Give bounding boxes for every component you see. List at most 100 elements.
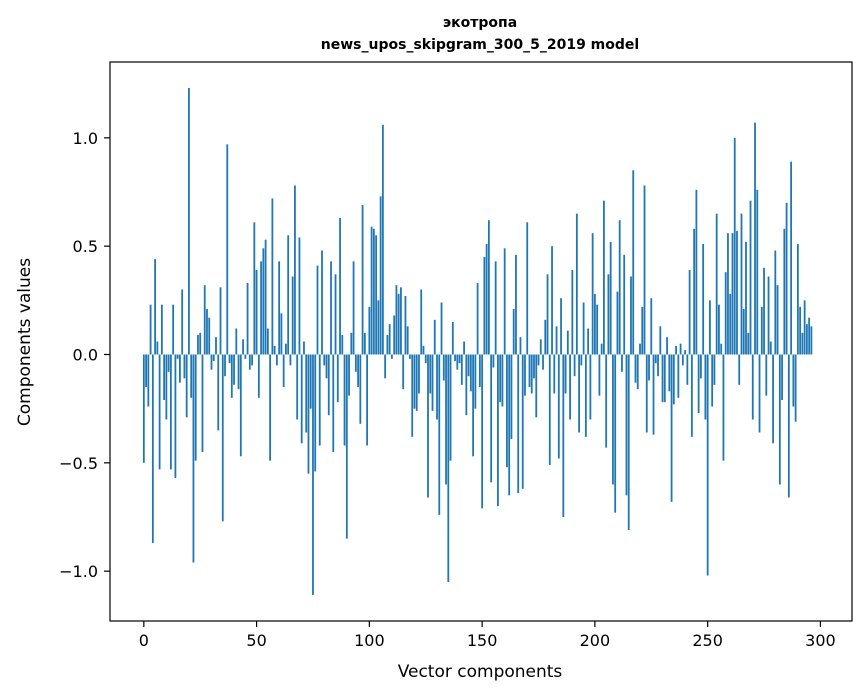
bar (485, 244, 488, 355)
bar (285, 343, 287, 355)
bar (174, 354, 177, 478)
bar (228, 354, 231, 364)
bar (422, 345, 425, 355)
bar (643, 185, 646, 355)
bar (776, 285, 779, 355)
bar (799, 306, 802, 355)
bar (765, 354, 768, 396)
bar (623, 254, 626, 355)
x-axis-label: Vector components (398, 662, 563, 682)
bar (690, 354, 693, 437)
bar (603, 200, 605, 355)
bar (785, 202, 788, 355)
chart-title: экотропа (443, 15, 517, 31)
bar (648, 354, 650, 381)
bar (481, 354, 484, 509)
bar (440, 302, 443, 355)
bar (363, 332, 366, 355)
bar (253, 222, 256, 355)
bar (499, 354, 502, 403)
bar (294, 185, 296, 355)
bar (289, 354, 292, 366)
bar (740, 213, 743, 355)
bar (566, 330, 569, 355)
bar (709, 300, 711, 355)
bar (805, 324, 808, 355)
bar (769, 341, 772, 355)
bar (158, 354, 161, 470)
bar (695, 189, 698, 355)
bar (368, 306, 371, 355)
bar (562, 354, 565, 517)
bar (264, 239, 267, 355)
bar (618, 220, 621, 355)
bar (381, 124, 384, 355)
bar (517, 354, 520, 494)
x-tick-label: 0 (139, 631, 149, 650)
bar (278, 261, 281, 355)
bar (312, 354, 314, 595)
bar (336, 354, 339, 403)
bar (391, 354, 393, 359)
bar (181, 289, 184, 355)
chart-subtitle: news_upos_skipgram_300_5_2019 model (321, 37, 639, 53)
bar (722, 354, 725, 461)
bar (463, 341, 465, 355)
bar (699, 354, 702, 379)
bar (377, 300, 380, 355)
bar (230, 354, 233, 398)
bar (160, 304, 163, 355)
bar (442, 354, 445, 381)
bar (533, 354, 535, 379)
bar (774, 250, 777, 355)
bar (657, 354, 659, 377)
bar (321, 250, 323, 355)
bar (727, 233, 729, 355)
bar (483, 257, 486, 355)
bar (605, 354, 608, 448)
bar (305, 354, 308, 433)
bar (372, 228, 375, 355)
bar (469, 354, 472, 392)
bar (348, 354, 350, 396)
bar (783, 228, 786, 355)
bar (573, 354, 576, 377)
bar (248, 354, 251, 370)
bar (339, 218, 341, 355)
bar (551, 246, 553, 355)
bar (684, 350, 686, 355)
bar (280, 313, 283, 355)
bar (431, 354, 434, 411)
bar (208, 317, 211, 355)
bar (720, 343, 723, 355)
bar (420, 289, 423, 355)
bar (758, 354, 761, 433)
bar (666, 337, 668, 355)
bar (142, 354, 145, 463)
bar (668, 354, 671, 392)
bar (733, 137, 736, 355)
bar (497, 354, 499, 507)
bar (424, 354, 427, 364)
bar (796, 244, 799, 355)
bar (808, 317, 811, 355)
bar (564, 354, 567, 394)
bar (147, 354, 150, 407)
bar (672, 354, 675, 405)
bar (713, 354, 716, 385)
x-tick-label: 150 (467, 631, 498, 650)
bar (749, 200, 752, 355)
bar (767, 276, 770, 355)
bar (192, 354, 195, 563)
bar (639, 343, 641, 355)
y-tick-label: 0.0 (73, 346, 98, 365)
bar (262, 248, 265, 355)
bar (494, 261, 497, 355)
bar (679, 343, 682, 355)
bar (524, 354, 526, 396)
bar (724, 272, 727, 355)
bar (239, 354, 242, 457)
bar (203, 285, 206, 355)
bar (790, 161, 792, 355)
bar (179, 354, 181, 383)
